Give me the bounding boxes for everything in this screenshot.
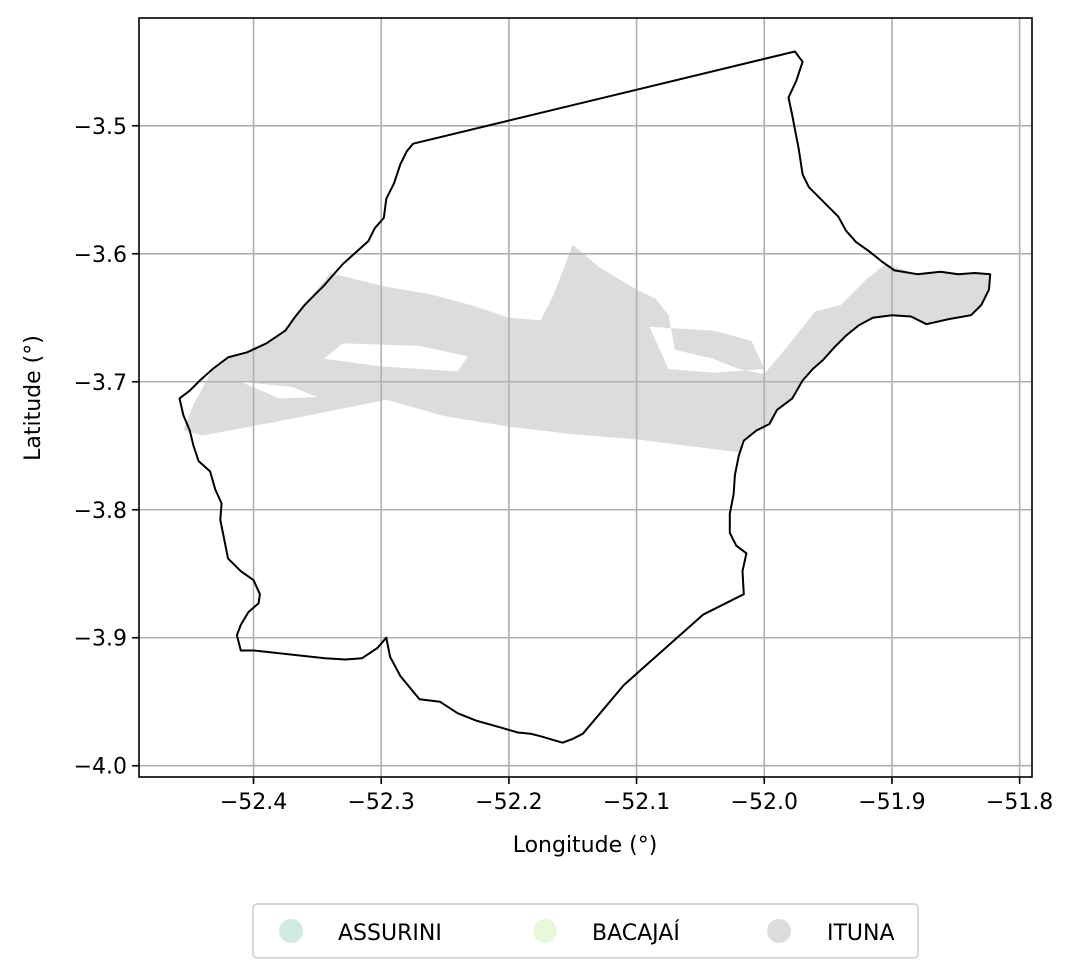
y-tick-label: −3.7 [74, 371, 127, 396]
gridlines [139, 18, 1032, 777]
legend-marker-assurini [279, 919, 303, 943]
y-tick-label: −3.8 [74, 499, 127, 524]
axes-frame [138, 17, 1033, 778]
x-tick-label: −52.2 [475, 790, 542, 815]
legend-entry-bacajai: BACAJAÍ [533, 919, 680, 946]
x-tick-label: −52.4 [220, 790, 287, 815]
legend: ASSURINI BACAJAÍ ITUNA [252, 903, 919, 959]
y-axis-label: Latitude (°) [21, 335, 46, 461]
legend-label-bacajai: BACAJAÍ [592, 920, 680, 946]
legend-marker-bacajai [533, 919, 557, 943]
legend-entry-ituna: ITUNA [767, 919, 895, 946]
territory-boundary [178, 50, 992, 744]
legend-entry-assurini: ASSURINI [279, 919, 442, 946]
x-tick-label: −51.9 [858, 790, 925, 815]
legend-label-assurini: ASSURINI [338, 921, 442, 946]
territory-boundary-layer [178, 50, 992, 744]
y-tick-label: −4.0 [74, 755, 127, 780]
x-axis-ticks: −52.4 −52.3 −52.2 −52.1 −52.0 −51.9 −51.8 [220, 777, 1053, 815]
legend-label-ituna: ITUNA [827, 921, 895, 946]
y-tick-label: −3.9 [74, 627, 127, 652]
y-axis-ticks: −3.5 −3.6 −3.7 −3.8 −3.9 −4.0 [74, 115, 139, 780]
legend-frame [252, 903, 919, 959]
y-tick-label: −3.5 [74, 115, 127, 140]
plot-area [138, 17, 1033, 778]
y-tick-label: −3.6 [74, 243, 127, 268]
x-axis-label: Longitude (°) [513, 833, 658, 858]
x-tick-label: −52.3 [347, 790, 414, 815]
legend-marker-ituna [767, 919, 791, 943]
x-tick-label: −52.1 [603, 790, 670, 815]
x-tick-label: −52.0 [731, 790, 798, 815]
x-tick-label: −51.8 [986, 790, 1053, 815]
